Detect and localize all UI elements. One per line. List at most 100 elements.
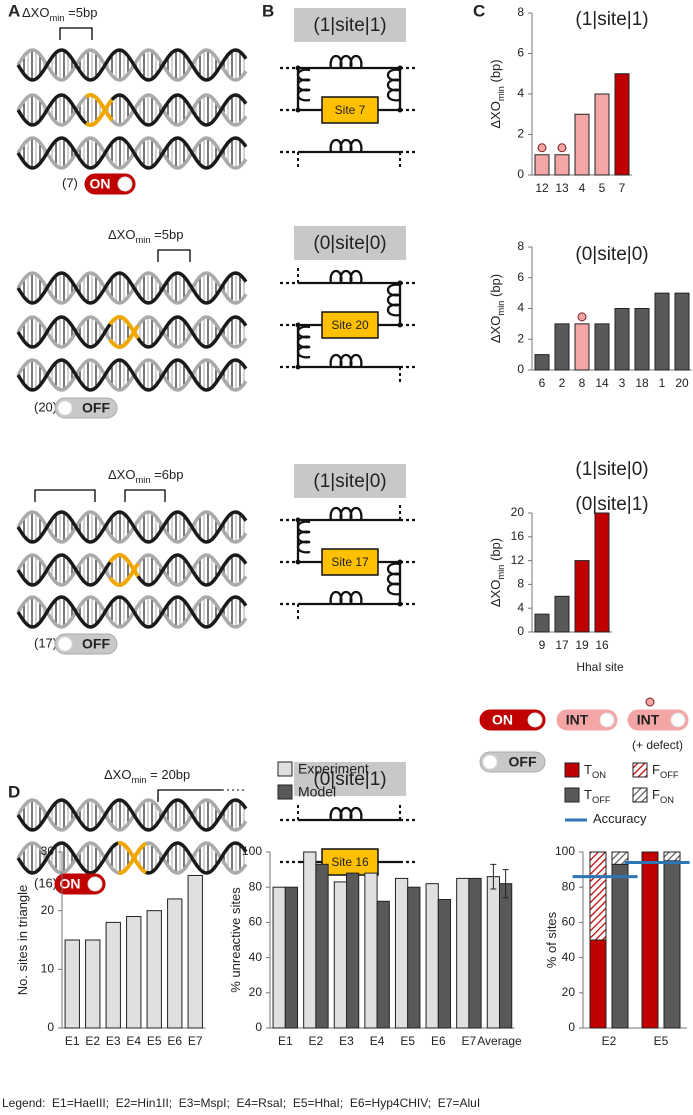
dxo-label-part: min (49, 13, 64, 23)
y-tick-label: 40 (249, 950, 263, 964)
bar (394, 877, 409, 1029)
legend-label-part: Accuracy (593, 811, 647, 826)
panel-label: A (8, 1, 20, 20)
defect-dot (645, 697, 655, 707)
toggle-label: INT (637, 712, 660, 728)
coil (296, 68, 311, 102)
y-tick-label: 4 (517, 301, 524, 315)
y-tick-label: 6 (517, 270, 524, 284)
y-axis-label-part: ΔXO (488, 101, 503, 128)
bar-segment (589, 851, 607, 941)
x-tick-label: E3 (339, 1034, 354, 1048)
y-tick-label: 0 (517, 624, 524, 638)
legend-swatch (564, 787, 580, 803)
toggle-label: ON (90, 176, 111, 192)
y-tick-label: 2 (517, 127, 524, 141)
bar (333, 881, 348, 1029)
chart-title: (1|site|0) (575, 459, 648, 480)
coil (386, 283, 401, 317)
dna-strand (16, 798, 248, 832)
y-axis-label-part: (bp) (488, 59, 503, 86)
site-label: Site 17 (331, 555, 369, 569)
bar (468, 877, 482, 1029)
coil (329, 138, 363, 153)
dna-strand (16, 510, 248, 544)
x-tick-label: 16 (595, 638, 609, 652)
y-axis-label: ΔXOmin (bp) (488, 538, 506, 607)
state-box (294, 464, 406, 498)
node (397, 280, 403, 286)
node (397, 65, 403, 71)
legend-swatch (632, 762, 648, 778)
x-tick-label: 7 (619, 181, 626, 195)
dna-strand (16, 48, 248, 82)
x-tick-label: 9 (539, 638, 546, 652)
x-tick-label: Average (477, 1034, 522, 1048)
bar (534, 354, 550, 371)
y-tick-label: 6 (517, 46, 524, 60)
dxo-label-part: ΔXO (108, 467, 135, 482)
coil (386, 562, 401, 596)
y-axis-label-part: % of sites (544, 911, 559, 968)
coil (329, 269, 363, 284)
legend-label-part: OFF (592, 795, 611, 805)
toggle (479, 709, 546, 731)
y-tick-label: 20 (41, 903, 55, 917)
bar (315, 863, 329, 1029)
coil (329, 54, 363, 69)
site-label: Site 7 (335, 103, 366, 117)
y-axis-label: % of sites (544, 911, 559, 968)
y-tick-label: 10 (41, 962, 55, 976)
x-tick-label: E4 (370, 1034, 385, 1048)
dna-strand (16, 510, 248, 544)
coil (296, 325, 311, 359)
x-tick-label: E1 (278, 1034, 293, 1048)
dna-strand (16, 93, 248, 127)
y-tick-label: 0 (568, 1020, 575, 1034)
bar (376, 900, 390, 1029)
bar (534, 154, 550, 176)
legend-swatch (564, 762, 580, 778)
x-tick-label: E5 (147, 1034, 162, 1048)
defect-dot (577, 312, 587, 322)
state-label: (1|site|1) (313, 15, 386, 36)
x-tick-label: 6 (539, 376, 546, 390)
site-box (321, 311, 379, 339)
legend-label-part: T (584, 762, 592, 777)
bar (284, 886, 299, 1029)
toggle-knob (87, 876, 103, 892)
bar (167, 898, 183, 1029)
legend-label-part: ON (660, 795, 674, 805)
node (397, 559, 403, 565)
state-label: (1|site|0) (313, 471, 386, 492)
toggle-label: OFF (82, 400, 110, 416)
toggle-knob (482, 754, 498, 770)
legend-label: TON (584, 762, 606, 780)
y-tick-label: 30 (41, 844, 55, 858)
dna-strand (16, 798, 248, 832)
bar-segment (611, 851, 629, 865)
x-tick-label: E7 (462, 1034, 477, 1048)
x-tick-label: E5 (654, 1034, 669, 1048)
dna-strand (16, 136, 248, 170)
bar (594, 93, 610, 176)
node (295, 65, 301, 71)
bar (126, 916, 142, 1029)
site-box (321, 848, 379, 876)
defect-dot (537, 143, 547, 153)
state-box (294, 762, 406, 796)
legend-label: Model (298, 784, 336, 800)
dxo-label: ΔXOmin =5bp (108, 227, 183, 245)
bar (499, 883, 513, 1029)
y-axis-label-part: min (496, 301, 506, 316)
bracket (59, 27, 93, 40)
legend-label-part: T (584, 787, 592, 802)
y-tick-label: 60 (249, 915, 263, 929)
legend-swatch (277, 784, 293, 800)
bracket (124, 489, 166, 502)
toggle-knob (117, 176, 133, 192)
state-box (294, 8, 406, 42)
dxo-label-part: =5bp (65, 5, 98, 20)
toggle (479, 751, 546, 773)
site-highlight (108, 324, 140, 350)
